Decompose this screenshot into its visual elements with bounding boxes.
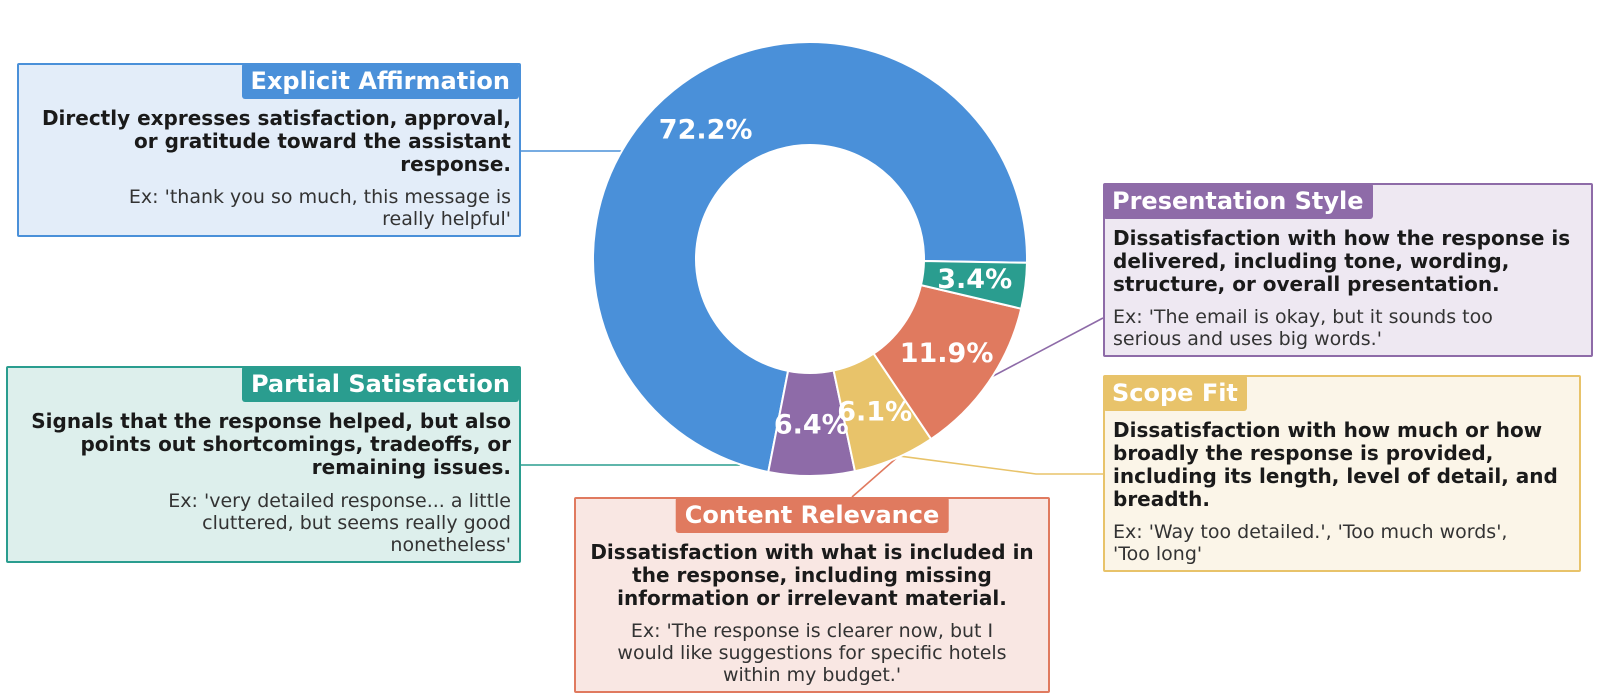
partial-satisfaction-description: Signals that the response helped, but al…	[31, 409, 511, 479]
scope-fit-description: Dissatisfaction with how much or how bro…	[1113, 418, 1558, 511]
content-relevance-box: Content Relevance Dissatisfaction with w…	[574, 497, 1050, 693]
explicit-affirmation-title: Explicit Affirmation	[241, 63, 519, 99]
slice-value-label: 6.4%	[774, 409, 849, 440]
scope-fit-box: Scope Fit Dissatisfaction with how much …	[1103, 375, 1581, 572]
scope-fit-title: Scope Fit	[1103, 375, 1247, 411]
slice-partial-satisfaction	[919, 259, 1028, 310]
content-relevance-example: Ex: 'The response is clearer now, but I …	[617, 620, 1007, 686]
partial-satisfaction-example: Ex: 'very detailed response... a little …	[168, 490, 511, 556]
explicit-affirmation-box: Explicit Affirmation Directly expresses …	[17, 63, 521, 237]
content-relevance-title: Content Relevance	[675, 497, 949, 533]
slice-value-label: 3.4%	[937, 264, 1012, 295]
presentation-style-title: Presentation Style	[1103, 183, 1373, 219]
partial-satisfaction-title: Partial Satisfaction	[241, 366, 519, 402]
content-relevance-description: Dissatisfaction with what is included in…	[590, 540, 1034, 610]
slice-value-label: 6.1%	[837, 396, 912, 427]
explicit-affirmation-example: Ex: 'thank you so much, this message is …	[128, 186, 511, 230]
slice-value-label: 11.9%	[900, 338, 994, 369]
presentation-style-box: Presentation Style Dissatisfaction with …	[1103, 183, 1593, 357]
slice-explicit-affirmation	[592, 41, 1028, 474]
scope-fit-example: Ex: 'Way too detailed.', 'Too much words…	[1113, 521, 1508, 565]
presentation-style-description: Dissatisfaction with how the response is…	[1113, 226, 1571, 296]
presentation-style-example: Ex: 'The email is okay, but it sounds to…	[1113, 306, 1493, 350]
leader-line-scope-fit	[892, 454, 1103, 475]
slice-value-label: 72.2%	[659, 114, 753, 145]
explicit-affirmation-description: Directly expresses satisfaction, approva…	[41, 106, 511, 176]
partial-satisfaction-box: Partial Satisfaction Signals that the re…	[6, 366, 521, 563]
